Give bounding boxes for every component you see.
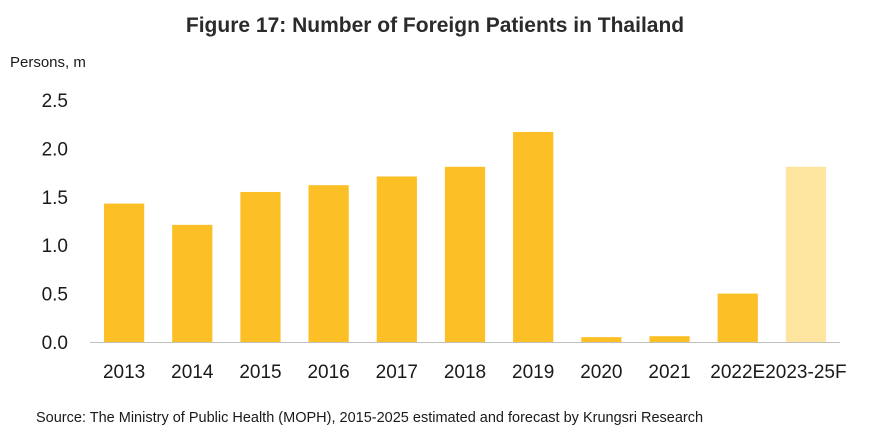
bar-2016 [308,185,349,342]
bar-2021 [649,336,690,342]
y-tick-label: 2.5 [42,91,68,112]
x-tick-label: 2013 [103,362,145,383]
x-tick-label: 2022E [710,362,765,383]
x-tick-label: 2019 [512,362,554,383]
x-tick-label: 2015 [239,362,281,383]
bar-2019 [513,131,554,342]
x-axis-ticks: 2013 2014 2015 2016 2017 2018 2019 2020 2021 2022… [103,362,847,383]
chart-title: Figure 17: Number of Foreign Patients in… [185,14,685,37]
bar-2014 [172,224,213,342]
x-tick-label: 2018 [444,362,486,383]
bar-2018 [444,166,486,342]
y-tick-label: 1.5 [42,188,68,209]
source-note: Source: The Ministry of Public Health (M… [36,410,704,426]
bar-2017 [376,176,417,342]
y-axis-ticks: 0.0 0.5 1.0 1.5 2.0 2.5 [42,91,68,354]
bar-2013 [103,203,145,342]
x-tick-label: 2017 [376,362,418,383]
y-tick-label: 0.0 [42,333,68,354]
x-tick-label: 2014 [171,362,214,383]
x-tick-label: 2020 [580,362,622,383]
x-tick-label: 2023-25F [765,362,846,383]
bar-2023-25F [785,166,827,342]
bar-2015 [240,191,281,342]
bar-2020 [581,337,622,342]
y-tick-label: 0.5 [42,285,68,306]
y-tick-label: 1.0 [42,236,68,257]
bar-series [103,131,827,342]
y-axis-unit-label: Persons, m [10,54,86,71]
x-tick-label: 2016 [307,362,349,383]
bar-2022E [717,293,758,342]
x-tick-label: 2021 [648,362,690,383]
y-tick-label: 2.0 [42,139,68,160]
